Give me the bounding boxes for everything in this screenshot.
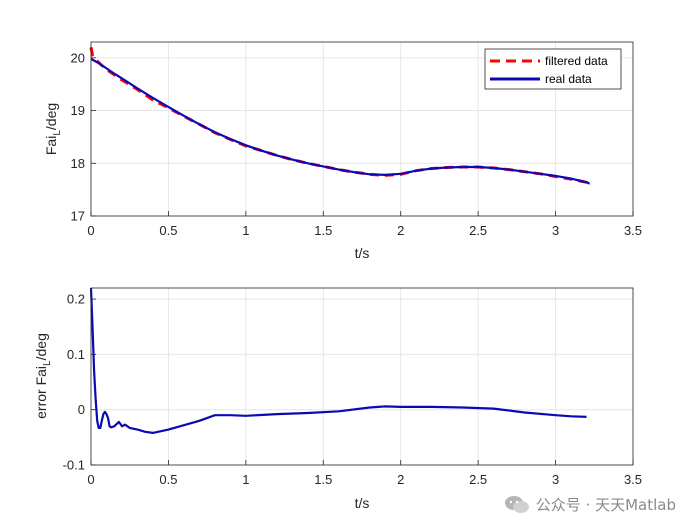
top-ytick-label: 18 <box>71 156 85 171</box>
bottom-xtick-label: 2 <box>397 472 404 487</box>
bottom-ytick-label: 0.1 <box>67 347 85 362</box>
wechat-icon <box>504 495 529 513</box>
bottom-ticks: 0 0.5 1 1.5 2 2.5 3 3.5-0.100.10.2 <box>63 292 642 487</box>
top-series-line-2 <box>90 57 591 185</box>
legend: filtered data real data <box>484 48 622 90</box>
bottom-xtick-label: 3 <box>552 472 559 487</box>
bottom-y-label-tail: /deg <box>33 333 49 360</box>
top-x-axis-label: t/s <box>355 245 370 261</box>
bottom-xtick-label: 3.5 <box>624 472 642 487</box>
top-xtick-label: 1 <box>242 223 249 238</box>
top-ytick-label: 17 <box>71 209 85 224</box>
bottom-series <box>89 287 587 434</box>
bottom-ytick-label: 0 <box>78 402 85 417</box>
bottom-axes: 0 0.5 1 1.5 2 2.5 3 3.5-0.100.10.2 t/s error Fa… <box>33 287 642 511</box>
top-axes-box <box>90 41 634 217</box>
top-y-axis-label: FaiL/deg <box>43 103 63 155</box>
top-xtick-label: 0 <box>87 223 94 238</box>
bottom-xtick-label: 0.5 <box>159 472 177 487</box>
bottom-plot-area <box>91 288 633 465</box>
bottom-y-axis-label: error FaiL/deg <box>33 333 53 419</box>
bottom-y-label-main: error Fai <box>33 366 49 419</box>
top-ytick-label: 19 <box>71 103 85 118</box>
top-xtick-label: 1.5 <box>314 223 332 238</box>
bottom-x-axis-label: t/s <box>355 495 370 511</box>
bottom-ytick-label: 0.2 <box>67 292 85 307</box>
bottom-y-label-subscript: L <box>42 360 53 366</box>
legend-label-filtered: filtered data <box>545 54 608 68</box>
top-y-label-main: Fai <box>43 136 59 155</box>
top-series <box>89 47 591 186</box>
bottom-xtick-label: 2.5 <box>469 472 487 487</box>
watermark-text: 公众号 · 天天Matlab <box>535 496 676 514</box>
bottom-ytick-label: -0.1 <box>63 458 85 473</box>
legend-label-real: real data <box>545 72 592 86</box>
bottom-series-line-1 <box>89 287 587 434</box>
top-xtick-label: 2.5 <box>469 223 487 238</box>
top-axes: 0 0.5 1 1.5 2 2.5 3 3.5 17 18 19 20 t/s FaiL/deg fi… <box>43 41 643 261</box>
top-y-label-subscript: L <box>52 130 63 136</box>
bottom-xtick-label: 0 <box>87 472 94 487</box>
top-xtick-label: 2 <box>397 223 404 238</box>
bottom-axes-box <box>90 287 634 466</box>
top-xtick-label: 3.5 <box>624 223 642 238</box>
top-y-label-tail: /deg <box>43 103 59 130</box>
watermark: 公众号 · 天天Matlab <box>504 494 676 515</box>
top-xtick-label: 3 <box>552 223 559 238</box>
bottom-xtick-label: 1.5 <box>314 472 332 487</box>
bottom-xtick-label: 1 <box>242 472 249 487</box>
legend-box <box>484 48 622 90</box>
top-ticks: 0 0.5 1 1.5 2 2.5 3 3.5 17 18 19 20 <box>71 50 643 238</box>
top-ytick-label: 20 <box>71 50 85 65</box>
top-xtick-label: 0.5 <box>159 223 177 238</box>
